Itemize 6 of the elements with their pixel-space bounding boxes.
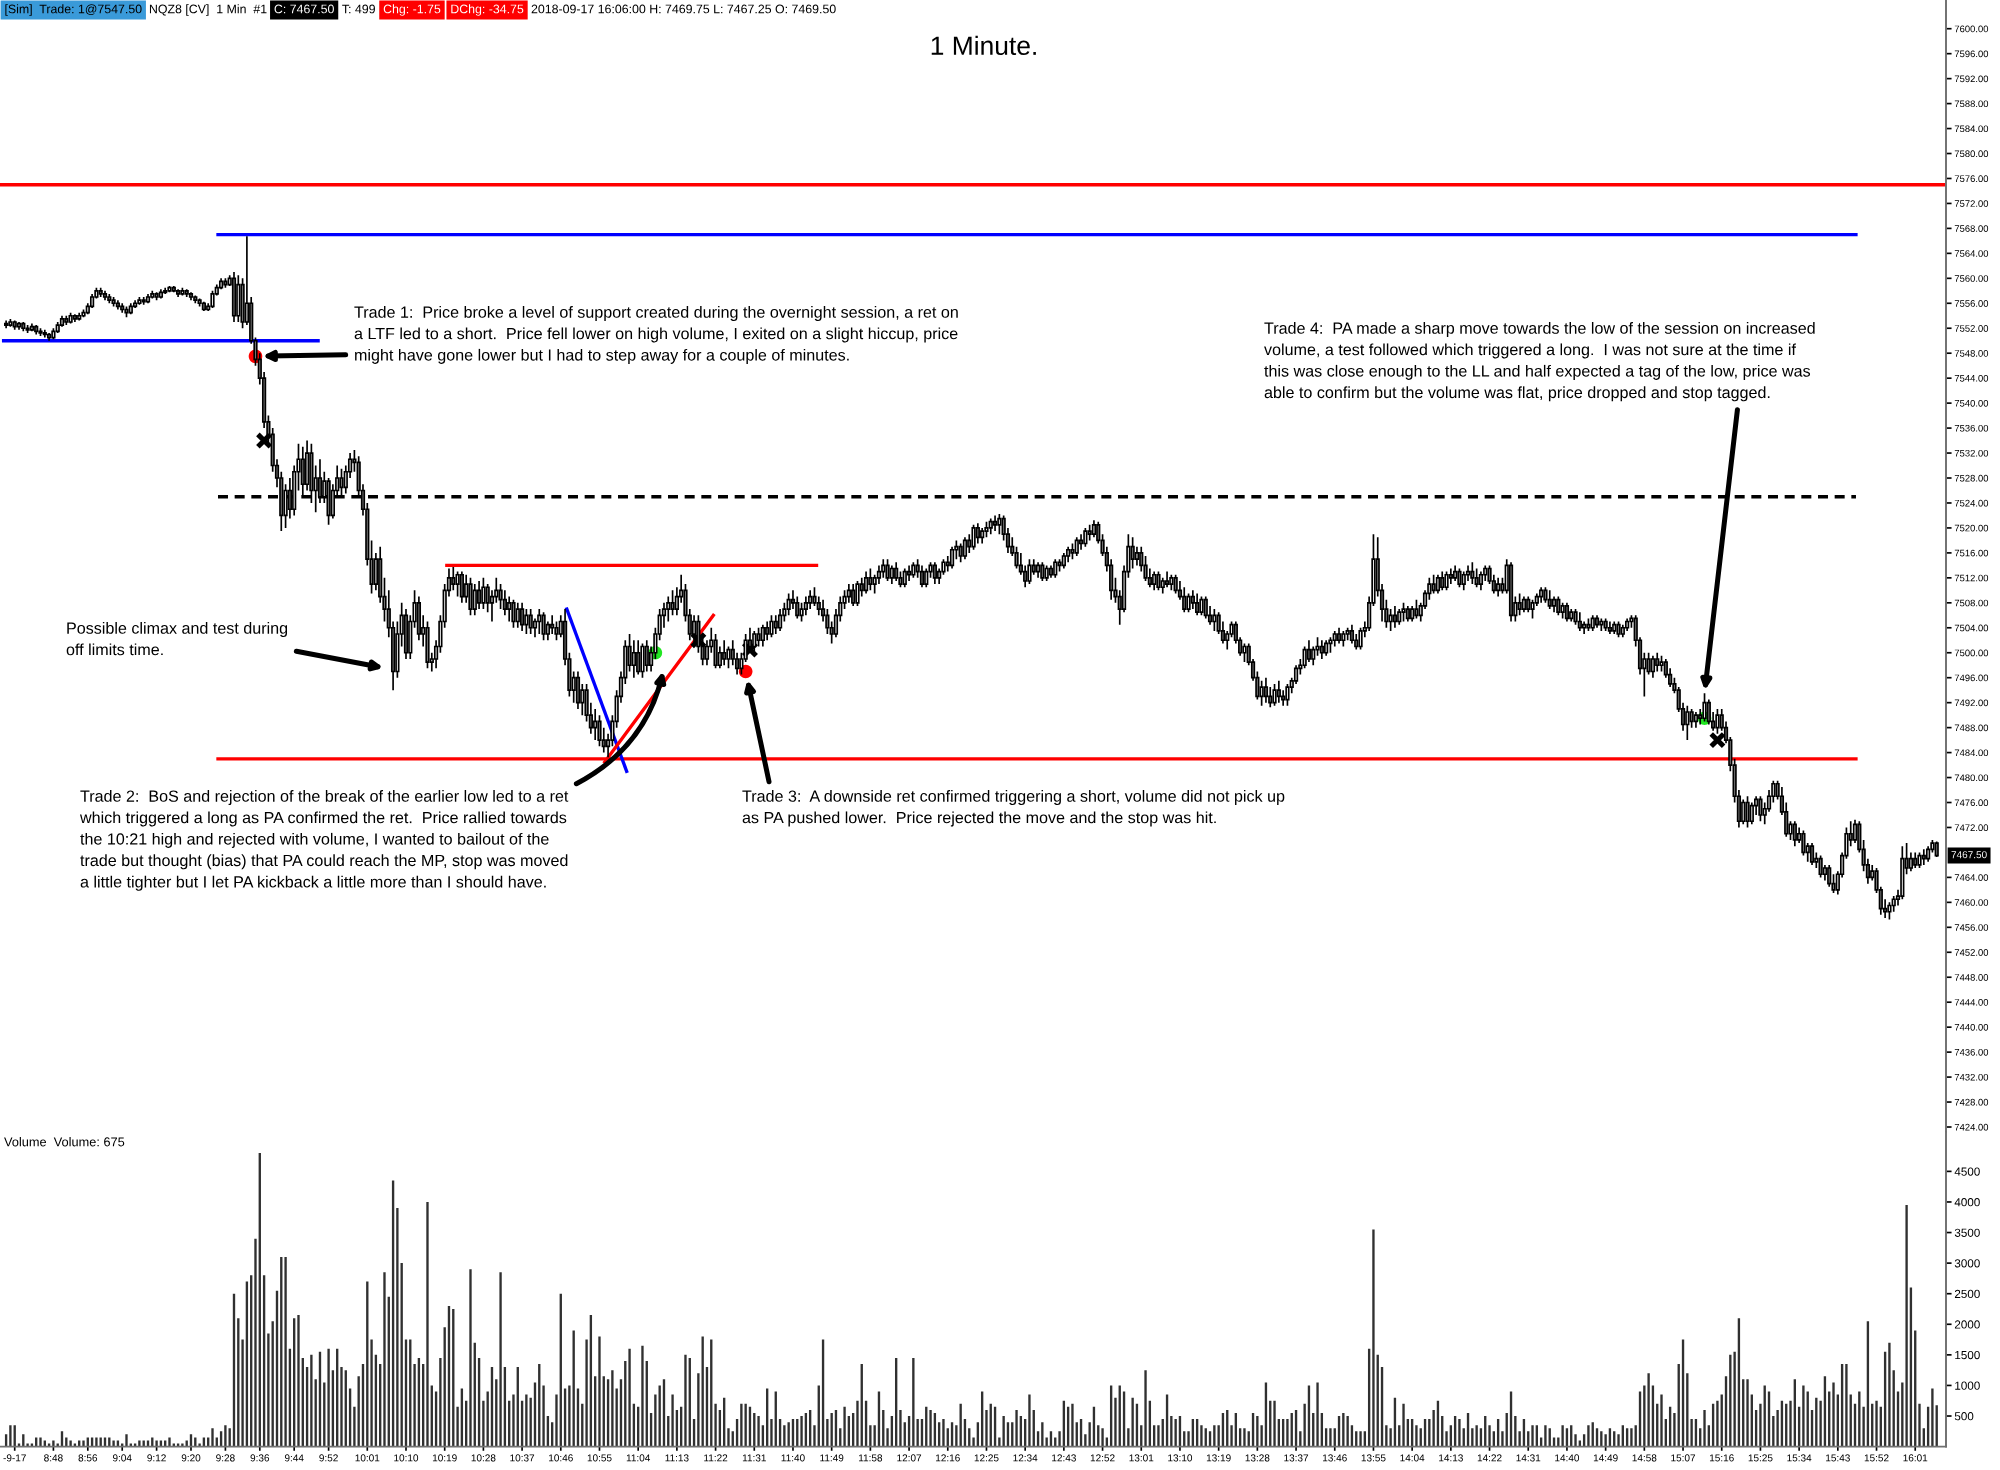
annotation: Possible climax and test during off limits time. (66, 622, 288, 656)
annotation: Trade 1: Price broke a level of support created during the overnight session, a ret on a LTF led to a short. Price fell lower on high volume, I exited on a slight hiccup, price might have gone lower but I had to step away for a couple of minutes. (354, 306, 958, 364)
annotation: Trade 4: PA made a sharp move towards the low of the session on increased volume, a test followed which triggered a long. I was not sure at the time if this was close enough to the LL and half expected a tag of the low, price was able to confirm but the volume was flat, price dropped and stop tagged. (1264, 322, 1815, 402)
text: 1 Minute. (931, 35, 1036, 56)
annotation: Trade 3: A downside ret confirmed triggering a short, volume did not pick up as PA pushed lower. Price rejected the move and the stop was hit. (742, 790, 1285, 827)
annotation: Trade 2: BoS and rejection of the break of the earlier low led to a ret which triggered a long as PA confirmed the ret. Price rallied towards the 10:21 high and rejected with volume, I wanted to bailout of the trade but thought (bias) that PA could reach the MP, stop was moved a little tighter but I let PA kickback a little more than I should have. (79, 790, 569, 891)
